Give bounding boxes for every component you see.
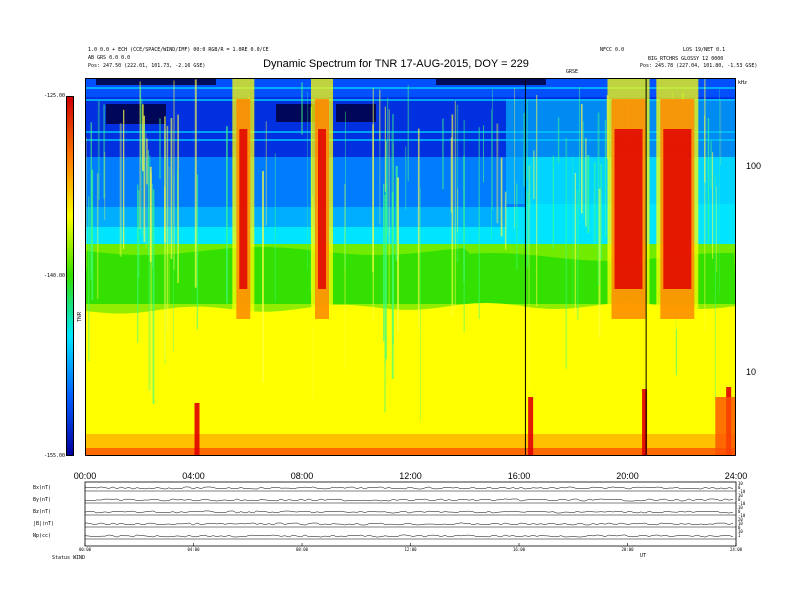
footer-status-label: Status [52, 555, 71, 561]
panel-trace [84, 534, 734, 538]
panel-tick: -10 [738, 501, 746, 506]
x-tick-label: 04:00 [182, 471, 205, 481]
header-right-line1b: LOS 19/NET 0.1 [683, 47, 726, 53]
chart-title: Dynamic Spectrum for TNR 17-AUG-2015, DO… [263, 58, 529, 70]
panel-x-tick: 00:00 [79, 547, 92, 552]
panel-tick: -10 [738, 513, 746, 518]
panel-trace [84, 498, 734, 502]
panel-label: Bz(nT) [33, 509, 51, 515]
colorbar [66, 96, 74, 456]
panel-tick: 10 [738, 529, 743, 534]
header-left-line2: AB GRS 0.0 0.0 [88, 55, 131, 61]
x-tick-label: 20:00 [616, 471, 639, 481]
panel-x-tick: 08:00 [296, 547, 309, 552]
colorbar-tick-label: -140.00 [44, 273, 66, 279]
header-right-line1: NFCC 0.0 [600, 47, 625, 53]
panel-tick: 10 [738, 505, 743, 510]
header-mid-label: GRSE [566, 69, 579, 75]
colorbar-tick-label: -125.00 [44, 93, 66, 99]
header-left-line3: Pos: 247.50 (222.01, 101.73, -2.16 GSE) [88, 63, 206, 69]
panel-tick: 10 [738, 493, 743, 498]
spectrogram-svg [86, 79, 735, 455]
panel-tick: 10 [738, 481, 743, 486]
panel-tick: 0 [738, 497, 741, 502]
panel-x-tick: 24:00 [730, 547, 743, 552]
panel-tick: 0 [738, 485, 741, 490]
panel-tick: 20 [738, 517, 743, 522]
panel-x-tick: 12:00 [404, 547, 417, 552]
footer-status-value: WIND [73, 555, 86, 561]
colorbar-tick-label: -155.00 [44, 453, 66, 459]
y-tick-label: 10 [746, 367, 757, 377]
header-right-line2: BIG_RTCHRS GLOSSY 12 0000 [648, 56, 724, 62]
spectrogram-plot [85, 78, 736, 456]
x-tick-label: 24:00 [724, 471, 748, 481]
header-left-line1: 1.0 0.0 + ECH (CCE/SPACE/WIND/IMF) 00:0 … [88, 47, 269, 53]
panel-trace [84, 510, 734, 514]
panel-tick: 0 [738, 525, 741, 530]
panel-label: Bx(nT) [33, 485, 51, 491]
panel-label: By(nT) [33, 497, 51, 503]
x-tick-label: 12:00 [399, 471, 422, 481]
panel-tick: 0 [738, 509, 741, 514]
header-right-line3: Pos: 245.78 (227.04, 101.80, -1.53 GSE) [640, 63, 758, 69]
header-corner-label: kHz [738, 80, 748, 86]
x-tick-label: 16:00 [507, 471, 531, 481]
panel-label: |B|(nT) [33, 521, 54, 527]
panel-x-tick: 16:00 [513, 547, 526, 552]
x-tick-label: 00:00 [73, 471, 97, 481]
panel-tick: -10 [738, 489, 746, 494]
panel-trace [84, 522, 734, 526]
panel-trace [84, 486, 734, 490]
y-tick-label: 100 [746, 161, 762, 171]
footer-unit-label: UT [640, 553, 647, 559]
panel-tick: 1 [738, 533, 741, 538]
panel-tick: 10 [738, 521, 743, 526]
panel-x-tick: 20:00 [621, 547, 634, 552]
x-tick-label: 08:00 [290, 471, 314, 481]
panel-label: Np(cc) [33, 533, 51, 539]
panel-x-tick: 04:00 [187, 547, 200, 552]
